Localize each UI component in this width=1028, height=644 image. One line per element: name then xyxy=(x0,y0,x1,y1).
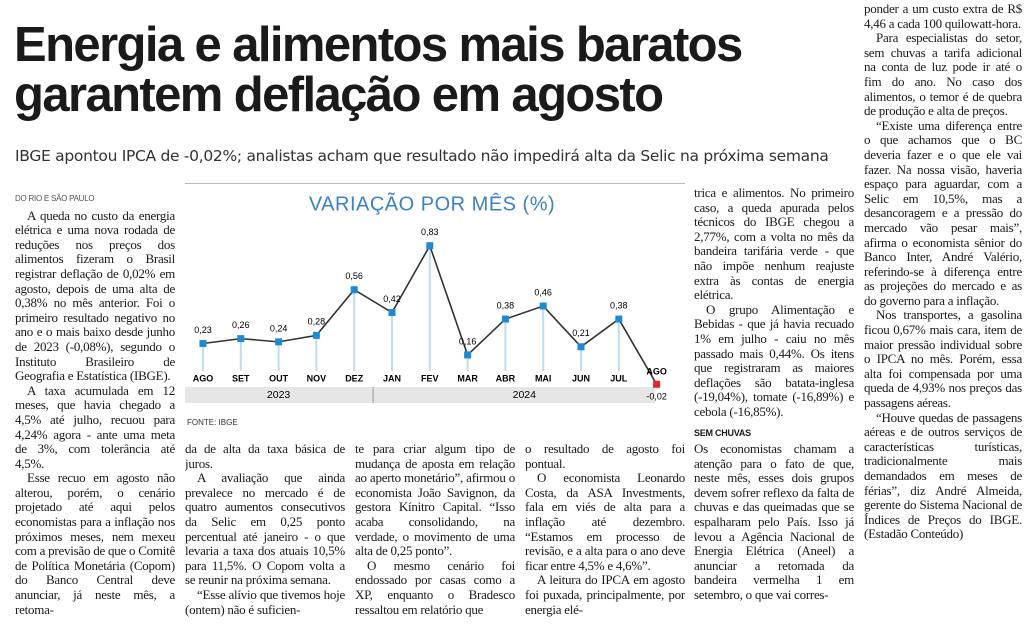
source: FONTE: IBGE xyxy=(187,418,238,427)
marker xyxy=(275,338,283,346)
category-label: OUT xyxy=(269,373,289,383)
category-label: AGO xyxy=(193,373,214,383)
paragraph: te para criar algum tipo de mudança de a… xyxy=(355,442,515,559)
year-band xyxy=(185,387,655,403)
value-label: 0,21 xyxy=(572,328,590,338)
subhead: SEM CHUVAS xyxy=(694,427,751,438)
value-label: 0,83 xyxy=(421,227,439,237)
paragraph: Para especialistas do setor, sem chuvas … xyxy=(864,30,1022,119)
category-label: MAI xyxy=(535,373,552,383)
marker xyxy=(539,302,547,310)
category-label: SET xyxy=(232,373,250,383)
column: te para criar algum tipo de mudança de a… xyxy=(355,442,515,644)
paragraph: Os economistas chamam a atenção para o f… xyxy=(694,441,854,603)
paragraph: ponder a um custo extra de R$ 4,46 a cad… xyxy=(864,2,1022,31)
value-label: 0,56 xyxy=(345,271,363,281)
category-label: ABR xyxy=(496,373,516,383)
category-label: MAR xyxy=(457,373,478,383)
category-label: AGO xyxy=(646,367,667,377)
paragraph: “Esse alívio que tivemos hoje (ontem) nã… xyxy=(185,586,345,617)
headline: garantem deflação em agosto xyxy=(14,68,664,122)
category-label: DEZ xyxy=(345,373,364,383)
marker xyxy=(199,340,207,348)
category-label: JUL xyxy=(610,373,628,383)
marker xyxy=(577,343,585,351)
paragraph: Esse recuo em agosto não alterou, porém,… xyxy=(15,470,175,617)
marker xyxy=(237,335,245,343)
column: trica e alimentos. No primeiro caso, a q… xyxy=(694,186,854,644)
year-label: 2024 xyxy=(513,389,537,401)
value-label: 0,38 xyxy=(497,300,515,310)
category-label: FEV xyxy=(421,373,439,383)
marker xyxy=(501,315,509,323)
marker xyxy=(388,309,396,317)
year-label: 2023 xyxy=(267,389,291,401)
paragraph: trica e alimentos. No primeiro caso, a q… xyxy=(694,186,854,303)
paragraph: O grupo Alimentação e Bebidas - que já h… xyxy=(694,301,854,419)
value-label: 0,16 xyxy=(459,336,477,346)
byline: DO RIO E SÃO PAULO xyxy=(15,194,95,203)
paragraph: da de alta da taxa básica de juros. xyxy=(185,442,345,471)
column: ponder a um custo extra de R$ 4,46 a cad… xyxy=(864,2,1022,644)
value-label: -0,02 xyxy=(646,392,667,402)
column: o resultado de agosto foi pontual. O econ… xyxy=(525,442,685,644)
headline: Energia e alimentos mais baratos xyxy=(14,18,743,72)
paragraph: Nos transportes, a gasolina ficou 0,67% … xyxy=(864,307,1022,411)
paragraph: A avaliação que ainda prevalece no merca… xyxy=(185,470,345,588)
chart: VARIAÇÃO POR MÊS (%) FONTE: IBGE 2023 202… xyxy=(185,183,685,427)
marker xyxy=(615,315,623,323)
value-label: 0,46 xyxy=(534,287,552,297)
marker xyxy=(426,242,434,250)
paragraph: o resultado de agosto foi pontual. xyxy=(525,442,685,471)
category-label: JAN xyxy=(383,373,401,383)
chart-title: VARIAÇÃO POR MÊS (%) xyxy=(309,191,555,215)
value-label: 0,24 xyxy=(270,323,288,333)
paragraph: A queda no custo da energia elétrica e u… xyxy=(15,207,175,384)
column: DO RIO E SÃO PAULO A queda no custo da en… xyxy=(15,192,175,644)
column: da de alta da taxa básica de juros. A ava… xyxy=(185,442,345,644)
value-label: 0,38 xyxy=(610,300,628,310)
subtitle: IBGE apontou IPCA de -0,02%; analistas a… xyxy=(15,147,829,165)
value-label: 0,23 xyxy=(194,325,212,335)
paragraph: “Houve quedas de passagens aéreas e de o… xyxy=(864,409,1022,542)
marker xyxy=(464,351,472,359)
paragraph: A taxa acumulada em 12 meses, que havia … xyxy=(15,382,175,471)
marker xyxy=(653,380,661,388)
marker xyxy=(312,331,320,339)
paragraph: O economista Leonardo Costa, da ASA Inve… xyxy=(525,470,685,573)
paragraph: O mesmo cenário foi endossado por casas … xyxy=(355,557,515,617)
marker xyxy=(350,286,358,294)
value-label: 0,26 xyxy=(232,320,250,330)
value-label: 0,28 xyxy=(308,317,326,327)
paragraph: “Existe uma diferença entre o que achamo… xyxy=(864,117,1022,308)
paragraph: A leitura do IPCA em agosto foi puxada, … xyxy=(525,572,685,617)
category-label: JUN xyxy=(572,373,590,383)
value-label: 0,42 xyxy=(383,294,401,304)
category-label: NOV xyxy=(307,373,327,383)
